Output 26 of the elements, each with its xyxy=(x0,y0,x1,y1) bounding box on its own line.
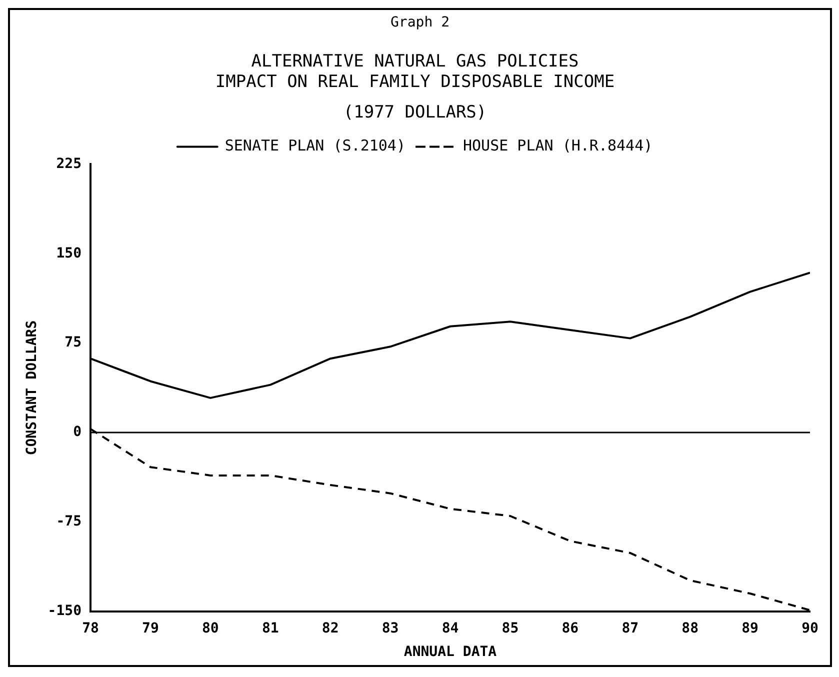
x-tick-label: 81 xyxy=(262,620,279,636)
y-tick-label: -75 xyxy=(56,514,82,530)
x-tick-label: 83 xyxy=(382,620,399,636)
caption: Graph 2 xyxy=(390,14,450,31)
legend-label: HOUSE PLAN (H.R.8444) xyxy=(462,136,653,155)
x-tick-label: 85 xyxy=(502,620,519,636)
chart-title: ALTERNATIVE NATURAL GAS POLICIES IMPACT ON REAL FAMILY DISPOSABLE INCOME xyxy=(215,52,615,92)
y-tick-label: 225 xyxy=(56,156,82,172)
x-tick-label: 84 xyxy=(442,620,459,636)
y-tick-label: -150 xyxy=(48,603,82,620)
y-tick-label: 0 xyxy=(73,424,82,440)
chart-subtitle: (1977 DOLLARS) xyxy=(343,102,487,122)
x-tick-label: 90 xyxy=(802,620,818,636)
legend-label: SENATE PLAN (S.2104) xyxy=(224,136,406,155)
x-axis-title: ANNUAL DATA xyxy=(404,644,498,660)
y-axis-title: CONSTANT DOLLARS xyxy=(24,320,40,456)
y-tick-label: 150 xyxy=(56,245,82,262)
x-tick-label: 87 xyxy=(622,620,639,636)
y-tick-label: 75 xyxy=(64,334,82,351)
x-tick-label: 89 xyxy=(742,620,758,636)
x-tick-label: 82 xyxy=(322,620,339,636)
x-tick-label: 88 xyxy=(682,620,699,636)
x-tick-label: 86 xyxy=(562,620,579,636)
x-tick-label: 78 xyxy=(82,620,99,636)
x-tick-label: 80 xyxy=(202,620,219,636)
x-tick-label: 79 xyxy=(142,620,159,636)
